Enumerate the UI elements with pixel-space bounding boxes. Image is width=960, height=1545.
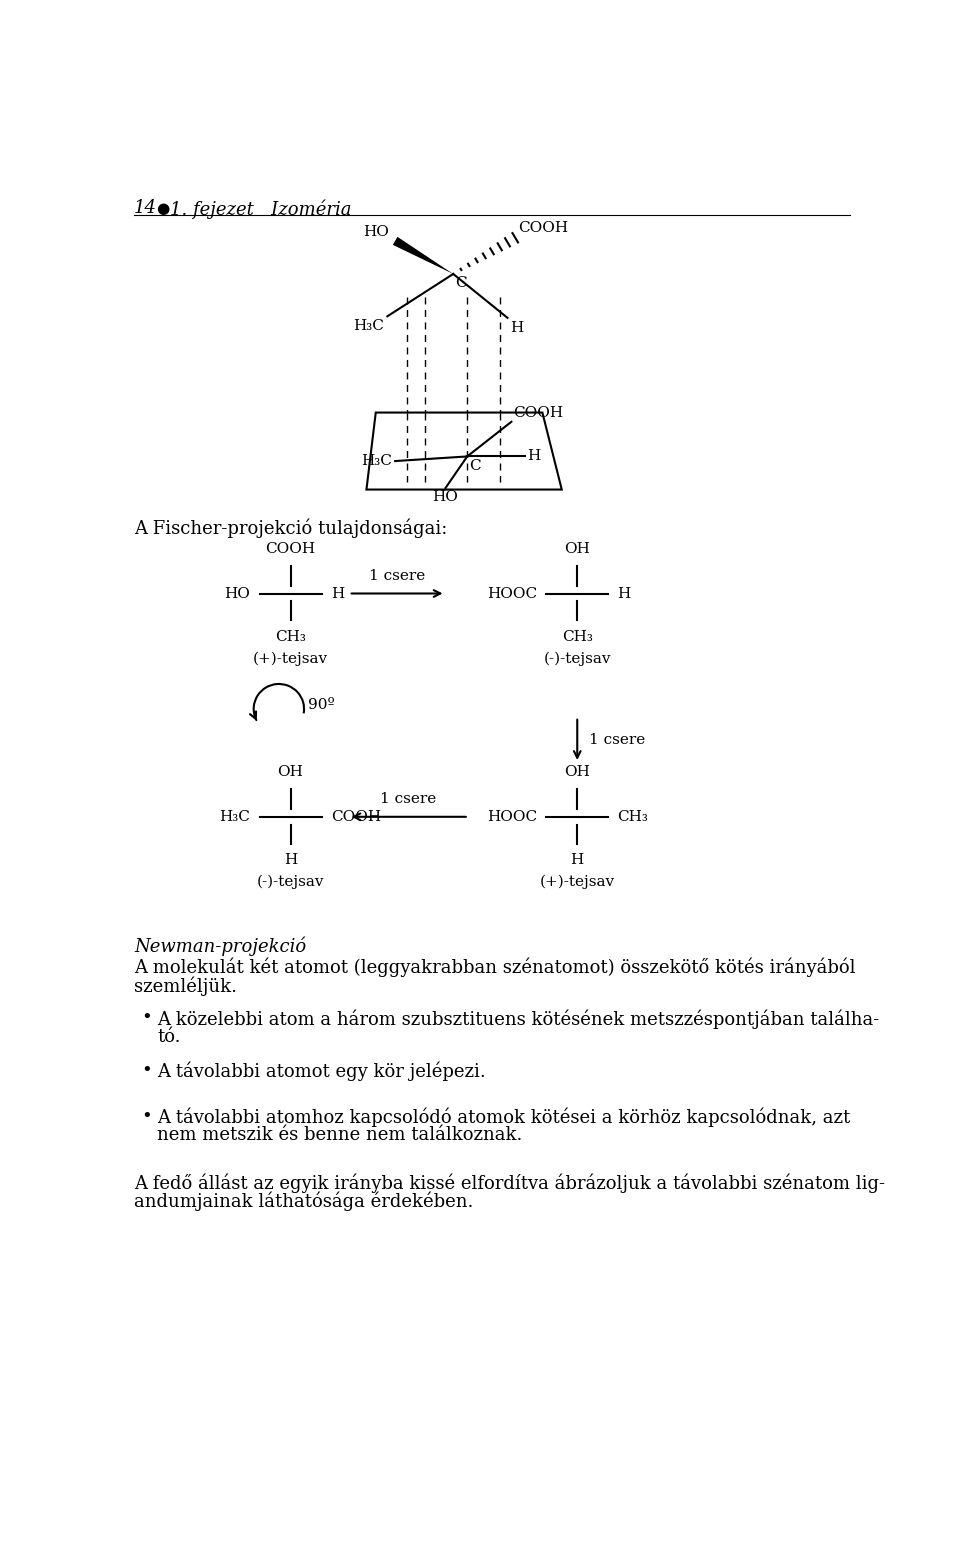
- Text: ●: ●: [156, 201, 169, 216]
- Text: A közelebbi atom a három szubsztituens kötésének metszzéspontjában találha-: A közelebbi atom a három szubsztituens k…: [157, 1009, 879, 1029]
- Text: nem metszik és benne nem találkoznak.: nem metszik és benne nem találkoznak.: [157, 1126, 522, 1145]
- Text: H: H: [331, 587, 344, 601]
- Text: andumjainak láthatósága érdekében.: andumjainak láthatósága érdekében.: [134, 1191, 473, 1211]
- Text: OH: OH: [564, 542, 590, 556]
- Text: CH₃: CH₃: [276, 630, 306, 644]
- Text: •: •: [142, 1009, 153, 1027]
- Text: H₃C: H₃C: [219, 810, 251, 823]
- Text: A fedő állást az egyik irányba kissé elfordítva ábrázoljuk a távolabbi szénatom : A fedő állást az egyik irányba kissé elf…: [134, 1173, 885, 1193]
- Text: A távolabbi atomot egy kör jelépezi.: A távolabbi atomot egy kör jelépezi.: [157, 1061, 486, 1082]
- Text: •: •: [142, 1108, 153, 1126]
- Text: HO: HO: [433, 490, 459, 504]
- Text: H₃C: H₃C: [361, 454, 392, 468]
- Text: (-)-tejsav: (-)-tejsav: [256, 874, 324, 888]
- Text: 90º: 90º: [308, 698, 335, 712]
- Text: 1 csere: 1 csere: [380, 793, 437, 806]
- Text: A Fischer-projekció tulajdonságai:: A Fischer-projekció tulajdonságai:: [134, 518, 447, 538]
- Text: H: H: [617, 587, 631, 601]
- Text: H: H: [511, 321, 524, 335]
- Text: 1 csere: 1 csere: [588, 732, 645, 746]
- Text: CH₃: CH₃: [562, 630, 592, 644]
- Text: HO: HO: [225, 587, 251, 601]
- Text: 1 csere: 1 csere: [369, 569, 424, 582]
- Text: H: H: [528, 450, 540, 464]
- Text: COOH: COOH: [518, 221, 568, 235]
- Text: HOOC: HOOC: [487, 810, 537, 823]
- Text: COOH: COOH: [331, 810, 381, 823]
- Text: OH: OH: [564, 765, 590, 779]
- Text: COOH: COOH: [513, 406, 564, 420]
- Text: 1. fejezet   Izoméria: 1. fejezet Izoméria: [170, 199, 352, 219]
- Text: OH: OH: [277, 765, 303, 779]
- Text: tó.: tó.: [157, 1027, 180, 1046]
- Text: COOH: COOH: [265, 542, 316, 556]
- Text: (-)-tejsav: (-)-tejsav: [543, 652, 611, 666]
- Text: H: H: [570, 853, 584, 867]
- Text: CH₃: CH₃: [617, 810, 648, 823]
- Text: (+)-tejsav: (+)-tejsav: [540, 874, 614, 888]
- Text: Newman-projekció: Newman-projekció: [134, 936, 306, 956]
- Text: C: C: [455, 277, 467, 290]
- Text: H: H: [284, 853, 298, 867]
- Text: C: C: [468, 459, 480, 473]
- Text: szemléljük.: szemléljük.: [134, 976, 237, 995]
- Text: A távolabbi atomhoz kapcsolódó atomok kötései a körhöz kapcsolódnak, azt: A távolabbi atomhoz kapcsolódó atomok kö…: [157, 1108, 851, 1128]
- Polygon shape: [393, 236, 453, 273]
- Text: HOOC: HOOC: [487, 587, 537, 601]
- Text: (+)-tejsav: (+)-tejsav: [252, 652, 328, 666]
- Text: 14: 14: [134, 199, 156, 218]
- Text: •: •: [142, 1061, 153, 1080]
- Text: HO: HO: [363, 226, 389, 239]
- Text: H₃C: H₃C: [353, 320, 384, 334]
- Text: A molekulát két atomot (leggyakrabban szénatomot) összekötő kötés irányából: A molekulát két atomot (leggyakrabban sz…: [134, 958, 855, 976]
